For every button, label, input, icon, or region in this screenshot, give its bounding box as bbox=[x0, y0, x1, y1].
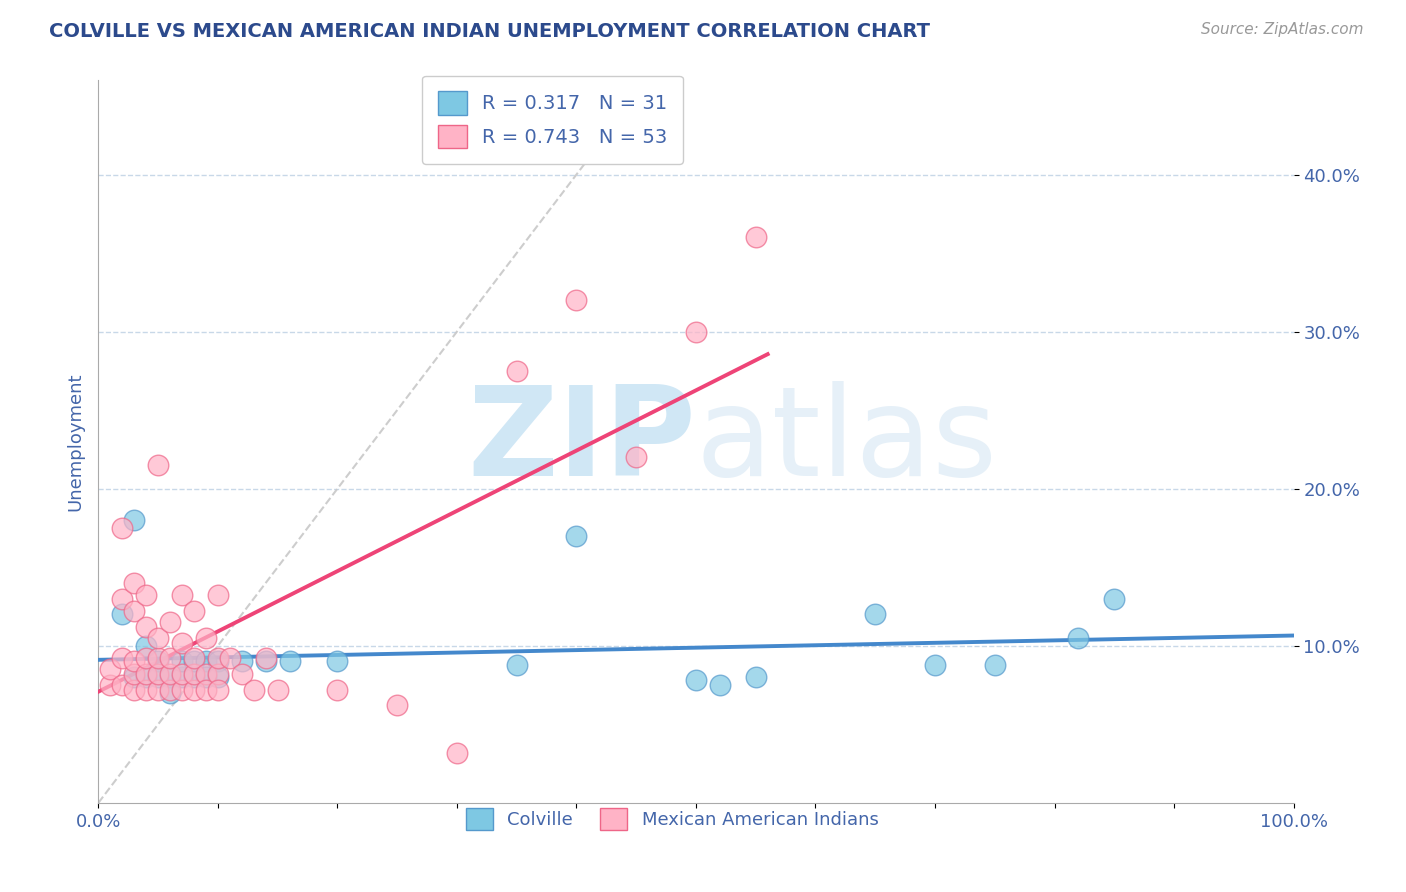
Point bbox=[745, 670, 768, 684]
Point bbox=[243, 682, 266, 697]
Point bbox=[159, 670, 181, 684]
Point bbox=[326, 655, 349, 669]
Point bbox=[195, 667, 218, 681]
Point bbox=[172, 589, 194, 603]
Point bbox=[124, 670, 146, 684]
Point bbox=[98, 678, 122, 692]
Point bbox=[745, 230, 768, 244]
Point bbox=[159, 615, 181, 630]
Point bbox=[111, 651, 134, 665]
Point bbox=[183, 651, 205, 665]
Point bbox=[231, 655, 253, 669]
Point bbox=[254, 655, 277, 669]
Point bbox=[172, 670, 194, 684]
Point bbox=[135, 639, 157, 653]
Point bbox=[326, 682, 349, 697]
Point bbox=[135, 667, 157, 681]
Point bbox=[231, 667, 253, 681]
Point bbox=[148, 631, 170, 645]
Point bbox=[159, 682, 181, 697]
Point bbox=[148, 655, 170, 669]
Point bbox=[278, 655, 301, 669]
Point bbox=[207, 651, 229, 665]
Point bbox=[446, 746, 468, 760]
Point bbox=[254, 651, 277, 665]
Point bbox=[506, 364, 529, 378]
Point bbox=[148, 651, 170, 665]
Point bbox=[195, 631, 218, 645]
Point bbox=[626, 450, 648, 465]
Point bbox=[111, 678, 134, 692]
Point bbox=[195, 655, 218, 669]
Point bbox=[183, 682, 205, 697]
Text: COLVILLE VS MEXICAN AMERICAN INDIAN UNEMPLOYMENT CORRELATION CHART: COLVILLE VS MEXICAN AMERICAN INDIAN UNEM… bbox=[49, 22, 931, 41]
Point bbox=[685, 673, 707, 688]
Point bbox=[148, 458, 170, 472]
Point bbox=[219, 651, 242, 665]
Point bbox=[183, 667, 205, 681]
Point bbox=[124, 575, 146, 590]
Point bbox=[565, 529, 588, 543]
Point bbox=[124, 667, 146, 681]
Point bbox=[135, 651, 157, 665]
Text: ZIP: ZIP bbox=[467, 381, 696, 502]
Point bbox=[207, 670, 229, 684]
Point bbox=[207, 667, 229, 681]
Text: atlas: atlas bbox=[696, 381, 998, 502]
Point bbox=[924, 657, 946, 672]
Point bbox=[207, 682, 229, 697]
Point bbox=[135, 620, 157, 634]
Point bbox=[685, 325, 707, 339]
Point bbox=[865, 607, 887, 622]
Point bbox=[1067, 631, 1090, 645]
Point bbox=[148, 682, 170, 697]
Point bbox=[148, 667, 170, 681]
Y-axis label: Unemployment: Unemployment bbox=[66, 372, 84, 511]
Point bbox=[124, 655, 146, 669]
Point bbox=[111, 591, 134, 606]
Point bbox=[172, 682, 194, 697]
Point bbox=[172, 635, 194, 649]
Point bbox=[111, 521, 134, 535]
Point bbox=[195, 682, 218, 697]
Point bbox=[111, 607, 134, 622]
Point bbox=[135, 670, 157, 684]
Point bbox=[159, 651, 181, 665]
Point bbox=[124, 513, 146, 527]
Point bbox=[124, 604, 146, 618]
Point bbox=[984, 657, 1007, 672]
Point bbox=[183, 670, 205, 684]
Point bbox=[98, 662, 122, 676]
Point bbox=[1104, 591, 1126, 606]
Point bbox=[207, 589, 229, 603]
Point bbox=[159, 686, 181, 700]
Point bbox=[709, 678, 731, 692]
Point bbox=[506, 657, 529, 672]
Point bbox=[159, 667, 181, 681]
Point bbox=[172, 667, 194, 681]
Point bbox=[267, 682, 290, 697]
Point bbox=[195, 670, 218, 684]
Point bbox=[148, 670, 170, 684]
Point bbox=[124, 682, 146, 697]
Point bbox=[565, 293, 588, 308]
Point bbox=[135, 589, 157, 603]
Point bbox=[135, 682, 157, 697]
Point bbox=[183, 604, 205, 618]
Text: Source: ZipAtlas.com: Source: ZipAtlas.com bbox=[1201, 22, 1364, 37]
Point bbox=[172, 655, 194, 669]
Point bbox=[183, 655, 205, 669]
Legend: Colville, Mexican American Indians: Colville, Mexican American Indians bbox=[451, 793, 893, 845]
Point bbox=[207, 655, 229, 669]
Point bbox=[385, 698, 409, 713]
